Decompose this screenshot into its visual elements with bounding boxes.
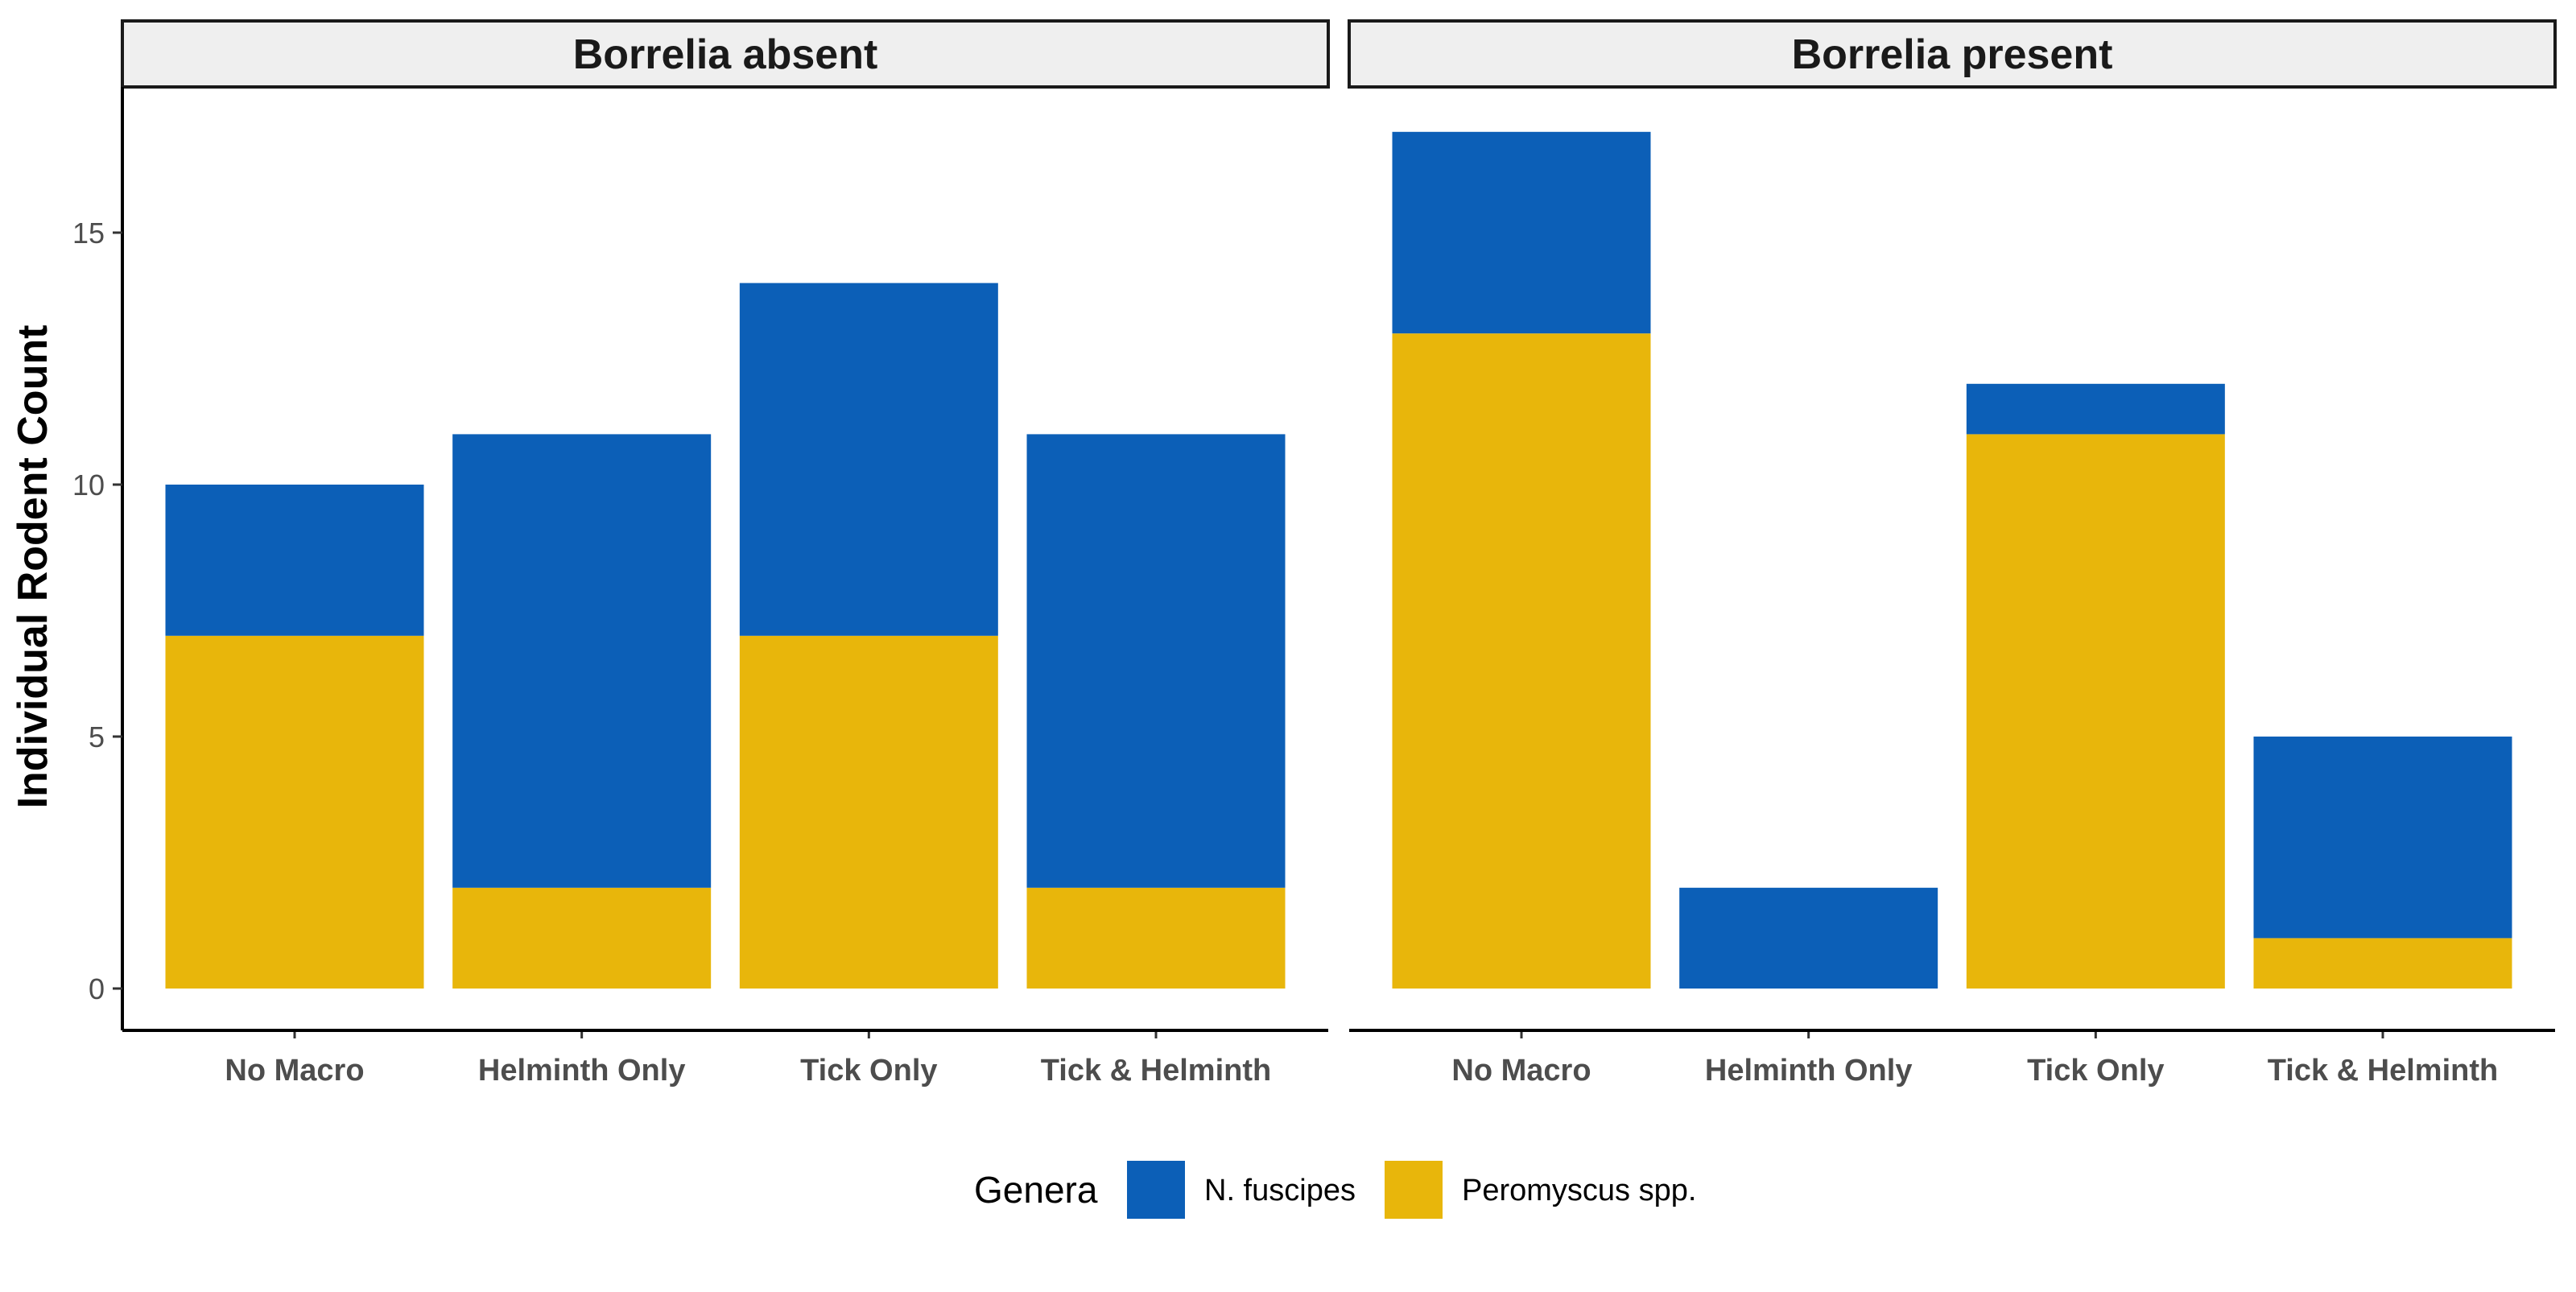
bar-segment [452,434,712,888]
legend-key [1385,1161,1443,1219]
x-tick-label: No Macro [225,1054,364,1088]
legend-label: N. fuscipes [1204,1174,1356,1207]
bar-segment [2253,938,2512,989]
x-tick-label: Tick & Helminth [2268,1054,2498,1088]
bar-segment [1392,131,1651,334]
facet-strip-title-1: Borrelia absent [573,31,878,78]
bar-segment [1392,333,1651,989]
x-tick-label: Helminth Only [1705,1054,1913,1088]
y-tick-label: 5 [89,720,105,753]
facet-strip-title-2: Borrelia present [1792,31,2113,78]
y-tick-label: 10 [72,469,105,502]
y-axis-title: Individual Rodent Count [10,325,56,809]
bar-segment [165,485,424,636]
x-tick-label: Tick Only [2027,1054,2164,1088]
bar-segment [1026,434,1286,888]
bar-segment [2253,737,2512,939]
bar-segment [1966,434,2225,989]
bar-segment [165,635,424,989]
bar-segment [452,887,712,989]
bar-segment [1966,383,2225,435]
bar-segment [739,283,998,636]
legend-title: Genera [974,1169,1098,1211]
x-tick-label: Tick & Helminth [1041,1054,1271,1088]
x-tick-label: Helminth Only [478,1054,686,1088]
bar-segment [1679,887,1938,989]
legend-label: Peromyscus spp. [1462,1174,1696,1207]
x-tick-label: Tick Only [800,1054,937,1088]
y-tick-label: 15 [72,217,105,250]
facet-strip-2 [1348,19,2557,89]
bar-segment [739,635,998,989]
y-tick-label: 0 [89,972,105,1005]
x-tick-label: No Macro [1451,1054,1591,1088]
facet-strip-1 [121,19,1330,89]
legend-key [1127,1161,1185,1219]
bar-segment [1026,887,1286,989]
